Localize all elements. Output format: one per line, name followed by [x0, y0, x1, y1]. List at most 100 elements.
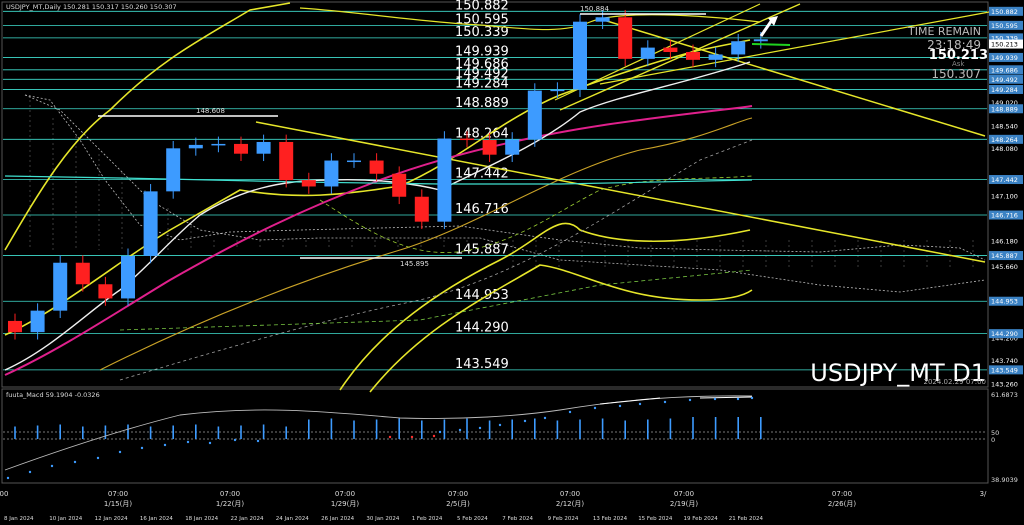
time-label-upper: 07:00: [448, 490, 468, 498]
price-badge: [989, 104, 1023, 114]
arrow-icon: [759, 16, 778, 37]
macd-dot: [568, 410, 572, 414]
macd-axis-max: 61.6873: [991, 391, 1018, 399]
price-label: 147.100: [991, 193, 1018, 201]
time-label-lower: 1 Feb 2024: [412, 516, 443, 522]
macd-dot-red: [410, 435, 414, 439]
candle-bull: [121, 255, 135, 299]
bid-badge: [989, 39, 1023, 49]
level-label: 148.889: [455, 96, 509, 111]
price-label: 150.882: [991, 8, 1018, 16]
macd-dot: [140, 446, 144, 450]
time-axis: 00 07:00 1/15(月) 07:00 1/22(月) 07:00 1/29(月) 07…: [0, 490, 987, 522]
candle-bear: [98, 284, 113, 299]
price-label: 149.939: [991, 54, 1018, 62]
macd-dot: [688, 398, 692, 402]
macd-dot: [96, 456, 100, 460]
high-2-label: 150.884: [580, 5, 609, 13]
candle-bull: [573, 21, 587, 90]
ma-green: [119, 269, 753, 331]
time-label-upper-date: 1/29(月): [331, 500, 359, 508]
time-label-upper-date: 1/15(月): [104, 500, 132, 508]
macd-header: fuuta_Macd 59.1904 -0.0326: [6, 391, 100, 399]
time-label-lower: 7 Feb 2024: [502, 516, 533, 522]
time-remain-value: 23:18:49: [927, 38, 981, 52]
candle-bear: [663, 47, 678, 53]
macd-dot: [438, 430, 442, 434]
price-label: 145.887: [991, 252, 1018, 260]
ask-price: 150.307: [931, 67, 981, 81]
price-badge: [989, 65, 1023, 75]
price-badge: [989, 251, 1023, 261]
candle-bear: [482, 140, 497, 155]
time-label-lower: 21 Feb 2024: [729, 516, 764, 522]
level-label: 149.939: [455, 44, 509, 59]
time-label-lower: 15 Feb 2024: [638, 516, 673, 522]
candle-bull: [550, 89, 565, 92]
time-label-lower: 19 Feb 2024: [684, 516, 719, 522]
macd-dot: [498, 423, 502, 427]
macd-panel: [4, 395, 762, 480]
macd-dot: [163, 443, 167, 447]
chart-datetime: 2024.02.29 07:00: [924, 378, 986, 386]
macd-dot-red: [432, 434, 436, 438]
price-label: 148.889: [991, 105, 1018, 113]
price-badge: [989, 20, 1023, 30]
indicator-lines: [4, 2, 1001, 393]
main-chart-frame: [1, 1, 989, 388]
trend-line-down-1: [255, 121, 986, 263]
time-label-lower: 8 Jan 2024: [4, 516, 34, 522]
price-label: 150.595: [991, 22, 1018, 30]
price-label: 145.660: [991, 263, 1018, 271]
time-label-lower: 22 Jan 2024: [231, 516, 264, 522]
price-badge: [989, 52, 1023, 62]
candle-bull: [211, 143, 226, 146]
level-label: 147.442: [455, 167, 509, 182]
macd-axis: 61.6873 50 0 38.9039: [991, 391, 1018, 484]
candle-bear: [460, 138, 474, 141]
time-label-lower: 16 Jan 2024: [140, 516, 173, 522]
macd-axis-min: 38.9039: [991, 476, 1018, 484]
candle-bull: [53, 262, 68, 311]
macd-dot: [638, 402, 642, 406]
time-label-lower: 26 Jan 2024: [321, 516, 354, 522]
price-badge: [989, 84, 1023, 94]
time-label-lower: 12 Jan 2024: [95, 516, 128, 522]
price-label: 144.953: [991, 298, 1018, 306]
price-badge: [989, 134, 1023, 144]
candle-bear: [392, 173, 407, 197]
macd-dot: [618, 404, 622, 408]
time-label-lower: 18 Jan 2024: [185, 516, 218, 522]
time-label-lower: 13 Feb 2024: [593, 516, 628, 522]
time-remain-title: TIME REMAIN: [907, 25, 981, 38]
price-label: 144.290: [991, 330, 1018, 338]
time-label-upper: 3/: [980, 490, 987, 498]
time-label-lower: 9 Feb 2024: [548, 516, 579, 522]
bid-price: 150.213: [929, 48, 988, 63]
time-label-upper: 07:00: [674, 490, 694, 498]
ask-label: Ask: [952, 60, 965, 68]
price-label: 146.180: [991, 238, 1018, 246]
level-label: 145.887: [455, 243, 509, 258]
level-label: 144.953: [455, 288, 509, 303]
bid-badge-label: 150.213: [991, 41, 1018, 49]
candle-bull: [595, 17, 610, 22]
time-label-upper: 07:00: [832, 490, 852, 498]
price-label: 147.442: [991, 176, 1018, 184]
candle-bull: [256, 141, 271, 154]
candle-bear: [414, 196, 429, 222]
macd-dot: [663, 400, 667, 404]
macd-dot: [208, 441, 212, 445]
low-1-label: 145.895: [400, 260, 429, 268]
time-label-upper: 07:00: [335, 490, 355, 498]
candle-bear: [686, 52, 700, 60]
macd-dot: [233, 438, 237, 442]
macd-dot: [458, 428, 462, 432]
bollinger-upper: [4, 2, 291, 251]
level-label: 149.492: [455, 66, 509, 81]
price-label: 148.264: [991, 136, 1018, 144]
bollinger-upper-2: [299, 7, 761, 31]
level-label: 149.686: [455, 57, 509, 72]
time-label-upper-date: 2/19(月): [670, 500, 698, 508]
